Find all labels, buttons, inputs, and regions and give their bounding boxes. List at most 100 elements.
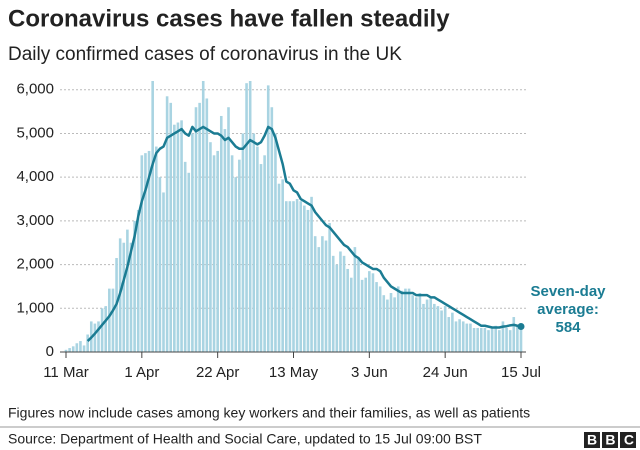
y-tick-label: 3,000 xyxy=(16,212,54,229)
bar xyxy=(321,236,324,352)
bar xyxy=(436,306,440,352)
bar xyxy=(490,327,494,352)
bar xyxy=(158,177,162,352)
bar xyxy=(310,196,313,352)
logo-box xyxy=(584,432,600,448)
bar xyxy=(299,201,303,352)
y-tick-label: 0 xyxy=(46,343,54,360)
bar xyxy=(230,155,234,352)
bar xyxy=(64,349,68,352)
bar xyxy=(111,288,115,352)
bar xyxy=(375,282,378,352)
bar xyxy=(303,205,306,352)
bar xyxy=(183,161,187,352)
chart-title: Coronavirus cases have fallen steadily xyxy=(8,5,450,32)
bar xyxy=(505,327,508,352)
bar xyxy=(180,120,183,352)
bar xyxy=(313,236,317,352)
bar xyxy=(284,201,288,352)
bar xyxy=(418,292,422,352)
bar xyxy=(422,303,425,352)
bar xyxy=(104,306,108,352)
bar xyxy=(440,310,443,352)
bar xyxy=(129,242,133,352)
bar xyxy=(252,133,256,352)
bar xyxy=(82,345,86,352)
bar xyxy=(339,251,342,352)
bar xyxy=(479,327,483,352)
annotation: average: xyxy=(537,301,599,318)
x-tick-label: 11 Mar xyxy=(43,364,89,381)
bar xyxy=(472,327,476,352)
chart-subtitle: Daily confirmed cases of coronavirus in … xyxy=(8,44,402,65)
source: Source: Department of Health and Social … xyxy=(8,431,482,447)
bar xyxy=(469,323,472,352)
x-tick-label: 22 Apr xyxy=(196,364,239,381)
bar xyxy=(68,348,71,352)
bar xyxy=(519,327,523,352)
bar xyxy=(75,343,79,352)
bar xyxy=(371,273,375,352)
bar xyxy=(216,150,219,352)
bar xyxy=(154,146,158,352)
bar xyxy=(191,133,194,352)
bar xyxy=(122,242,126,352)
bar xyxy=(368,271,371,352)
bar xyxy=(447,317,451,352)
bar xyxy=(357,258,360,352)
bar xyxy=(335,264,339,352)
y-tick-label: 4,000 xyxy=(16,168,54,185)
bar xyxy=(349,277,353,352)
bar xyxy=(487,330,490,352)
bar xyxy=(328,223,331,352)
bar xyxy=(295,199,299,352)
bar xyxy=(205,98,209,352)
bar xyxy=(404,288,407,352)
y-tick-label: 2,000 xyxy=(16,256,54,273)
bar xyxy=(494,325,498,352)
bar xyxy=(245,83,248,352)
bar xyxy=(227,107,230,353)
bar xyxy=(71,346,75,352)
bar xyxy=(194,107,198,353)
x-tick-label: 24 Jun xyxy=(423,364,468,381)
bar xyxy=(223,129,227,352)
bar xyxy=(516,325,519,352)
bar xyxy=(173,124,176,352)
value-label: 584 xyxy=(555,319,581,336)
bar xyxy=(425,299,429,352)
bar xyxy=(483,327,487,352)
bar xyxy=(274,133,277,352)
bar xyxy=(169,102,173,353)
bar xyxy=(512,317,516,352)
bar xyxy=(306,209,310,352)
bar xyxy=(288,201,292,352)
bar xyxy=(201,81,205,352)
bar xyxy=(248,81,252,352)
bar xyxy=(414,297,418,352)
bar xyxy=(346,268,349,352)
bar xyxy=(324,240,328,352)
bar xyxy=(378,286,382,352)
logo-text: BBC xyxy=(587,432,640,448)
bar xyxy=(277,183,281,352)
bar xyxy=(100,308,104,352)
x-tick-label: 1 Apr xyxy=(124,364,159,381)
bar xyxy=(364,277,368,352)
bar xyxy=(219,115,223,352)
bar xyxy=(465,323,469,352)
bar xyxy=(407,288,411,352)
note: Figures now include cases among key work… xyxy=(8,405,530,421)
bar xyxy=(147,150,151,352)
bar xyxy=(241,133,245,352)
bar xyxy=(429,297,433,352)
end-dot xyxy=(517,322,525,330)
bar xyxy=(433,303,436,352)
bar xyxy=(263,155,266,352)
bar xyxy=(133,220,136,352)
bar xyxy=(454,321,458,352)
bar xyxy=(498,330,501,352)
bar xyxy=(389,292,393,352)
bar xyxy=(331,255,335,352)
